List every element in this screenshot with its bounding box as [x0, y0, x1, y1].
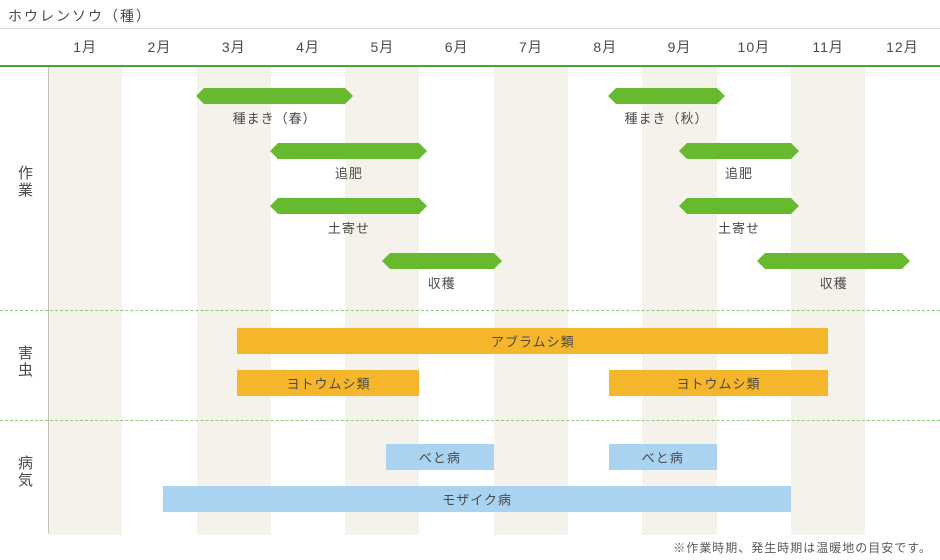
- month-band: [494, 67, 568, 535]
- gantt-chart: ホウレンソウ（種） 1月 2月 3月 4月 5月 6月 7月 8月 9月 10月 11月 12月 作業…: [0, 0, 940, 560]
- bar-label: 土寄せ: [328, 218, 370, 237]
- month-label: 7月: [519, 37, 543, 57]
- month-label: 3月: [222, 37, 246, 57]
- blue-bar: モザイク病: [163, 486, 791, 512]
- green-bar: [278, 143, 419, 159]
- footnote: ※作業時期、発生時期は温暖地の目安です。: [673, 539, 932, 556]
- bar-label: 土寄せ: [718, 218, 760, 237]
- month-label: 4月: [296, 37, 320, 57]
- month-label: 11月: [812, 37, 844, 57]
- blue-bar: べと病: [609, 444, 717, 470]
- green-bar: [390, 253, 494, 269]
- section-separator: [0, 310, 940, 311]
- month-label: 12月: [886, 37, 919, 57]
- month-axis: 1月 2月 3月 4月 5月 6月 7月 8月 9月 10月 11月 12月: [0, 37, 940, 61]
- month-label: 8月: [593, 37, 617, 57]
- section-label: 害虫: [12, 345, 36, 379]
- blue-bar: べと病: [386, 444, 494, 470]
- section-separator: [0, 420, 940, 421]
- bar-label: べと病: [419, 448, 461, 467]
- bar-label: 追肥: [725, 163, 753, 182]
- bar-label: 収穫: [820, 273, 848, 292]
- green-bar: [687, 143, 791, 159]
- section-label: 病気: [12, 455, 36, 489]
- month-label: 9月: [668, 37, 692, 57]
- bar-label: ヨトウムシ類: [286, 374, 370, 393]
- left-border: [48, 67, 49, 533]
- month-band: [791, 67, 865, 535]
- month-label: 1月: [73, 37, 97, 57]
- bar-label: アブラムシ類: [491, 332, 575, 351]
- bar-label: ヨトウムシ類: [677, 374, 761, 393]
- bar-label: 追肥: [335, 163, 363, 182]
- month-band: [48, 67, 122, 535]
- orange-bar: ヨトウムシ類: [237, 370, 419, 396]
- chart-title: ホウレンソウ（種）: [8, 6, 152, 26]
- bar-label: べと病: [642, 448, 684, 467]
- month-label: 6月: [445, 37, 469, 57]
- month-label: 2月: [148, 37, 172, 57]
- orange-bar: アブラムシ類: [237, 328, 828, 354]
- green-bar: [687, 198, 791, 214]
- green-bar: [204, 88, 345, 104]
- bar-label: 収穫: [428, 273, 456, 292]
- section-label: 作業: [12, 165, 36, 199]
- bar-label: 種まき（春）: [233, 108, 317, 127]
- month-label: 10月: [738, 37, 771, 57]
- green-bar: [278, 198, 419, 214]
- green-bar: [765, 253, 902, 269]
- bar-label: 種まき（秋）: [625, 108, 709, 127]
- month-band: [197, 67, 271, 535]
- green-bar: [616, 88, 716, 104]
- bar-label: モザイク病: [442, 490, 512, 509]
- rule-top: [0, 28, 940, 29]
- month-label: 5月: [370, 37, 394, 57]
- orange-bar: ヨトウムシ類: [609, 370, 828, 396]
